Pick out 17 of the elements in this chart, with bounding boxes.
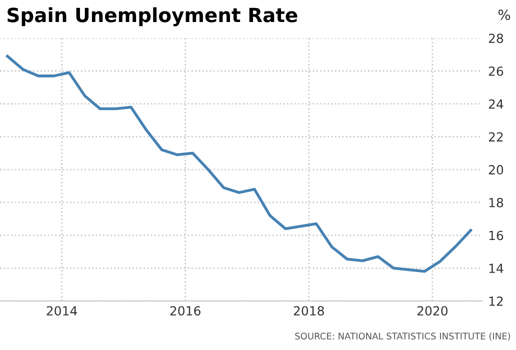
y-tick-label: 20 xyxy=(488,165,504,174)
source-note: SOURCE: NATIONAL STATISTICS INSTITUTE (INE) xyxy=(295,332,510,341)
y-tick-label: 26 xyxy=(488,66,504,76)
chart-title: Spain Unemployment Rate xyxy=(8,7,298,26)
x-tick-label: 2020 xyxy=(417,306,448,316)
y-axis-title: % xyxy=(498,10,510,20)
x-tick-label: 2016 xyxy=(170,306,200,316)
y-tick-label: 14 xyxy=(489,264,504,273)
y-tick-label: 28 xyxy=(488,34,504,44)
y-tick-label: 22 xyxy=(488,132,503,142)
y-tick-label: 24 xyxy=(488,99,504,109)
y-tick-label: 16 xyxy=(489,230,504,240)
y-tick-label: 12 xyxy=(489,296,503,306)
line-series xyxy=(6,54,472,273)
x-tick-label: 2018 xyxy=(294,306,324,316)
x-tick-label: 2014 xyxy=(46,306,77,316)
y-tick-label: 18 xyxy=(489,198,504,208)
